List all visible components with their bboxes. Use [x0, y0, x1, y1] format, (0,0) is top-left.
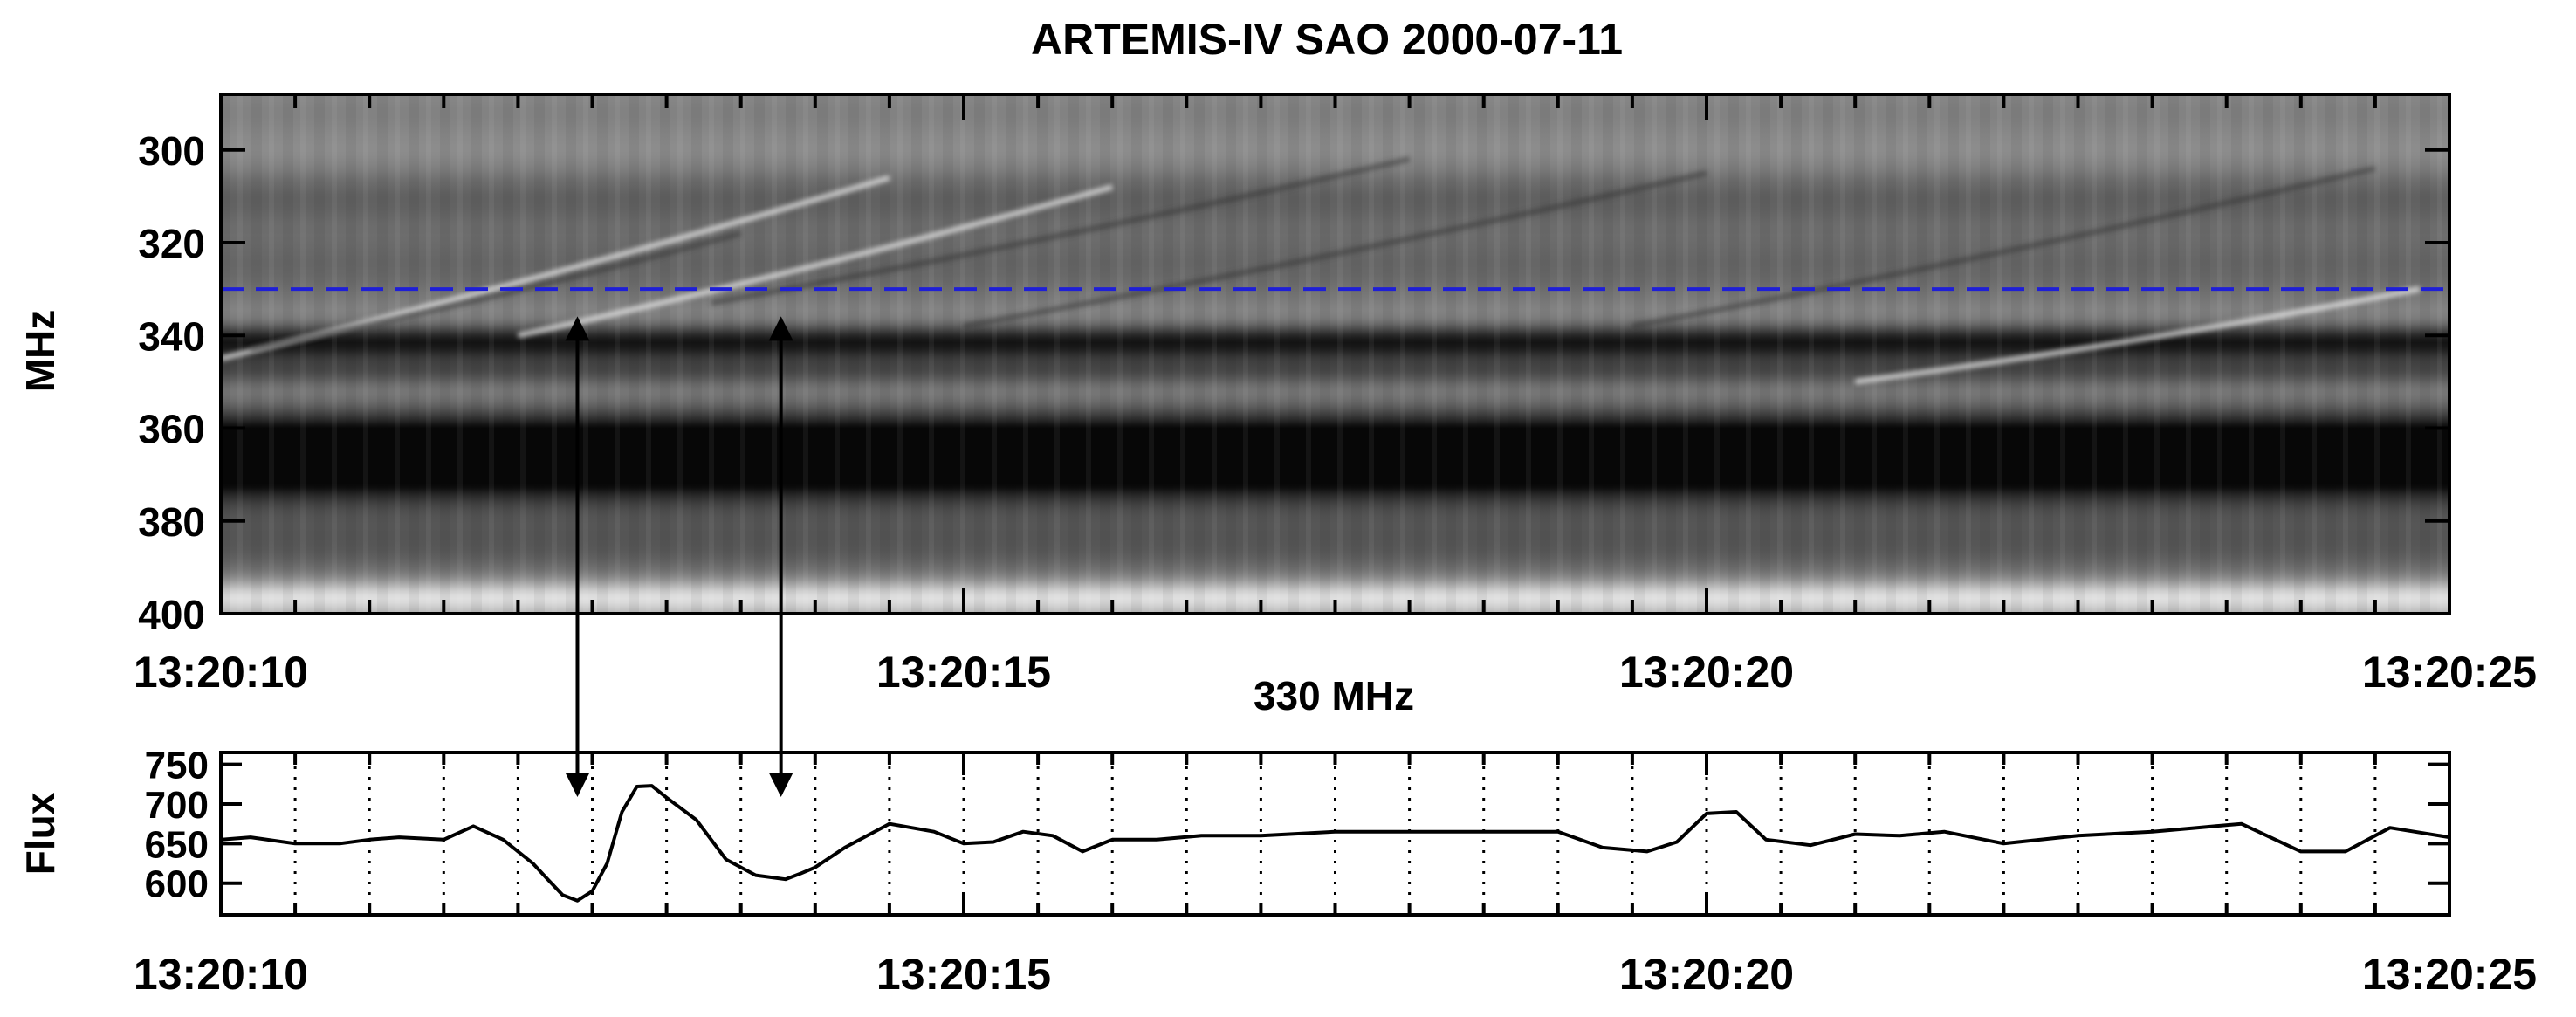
- flux-x-tick-label: 13:20:25: [2362, 950, 2537, 999]
- flux-series-line: [220, 784, 2450, 903]
- spectrogram-x-tick-label: 13:20:10: [134, 648, 308, 697]
- spectrogram-axes: 300 320 340 360 380 400 13:20:10 13:20:15 13:20:…: [134, 93, 2537, 697]
- flux-y-tick-label: 650: [145, 823, 209, 866]
- flux-panel-title: 330 MHz: [1254, 673, 1414, 718]
- flux-y-tick-label: 750: [145, 745, 209, 787]
- annotation-arrows: [565, 316, 793, 797]
- drifting-feature-5: [1631, 166, 2376, 329]
- flux-x-tick-label: 13:20:15: [876, 950, 1051, 999]
- spectrogram-title: ARTEMIS-IV SAO 2000-07-11: [1031, 15, 1623, 64]
- flux-y-axis-label: Flux: [17, 792, 63, 875]
- flux-gridlines: [293, 756, 2377, 911]
- spectrogram-y-tick-label: 380: [138, 499, 205, 545]
- spectrogram-x-tick-label: 13:20:15: [876, 648, 1051, 697]
- drifting-feature-4: [963, 170, 1707, 329]
- spectrogram-y-tick-label: 360: [138, 407, 205, 452]
- spectrogram-x-tick-label: 13:20:25: [2362, 648, 2537, 697]
- flux-x-tick-label: 13:20:20: [1619, 950, 1794, 999]
- flux-plot: [220, 784, 2450, 903]
- drifting-feature-6: [1854, 286, 2421, 385]
- spectrogram-y-tick-label: 300: [138, 128, 205, 174]
- drifting-feature-1: [250, 230, 742, 353]
- drifting-feature-2: [517, 184, 1114, 339]
- spectrogram-y-tick-label: 400: [138, 592, 205, 637]
- flux-x-tick-label: 13:20:10: [134, 950, 308, 999]
- drifting-feature-3: [711, 156, 1411, 306]
- spectrogram-y-tick-label: 340: [138, 313, 205, 359]
- spectrogram-texture: [221, 94, 2449, 614]
- spectrogram-y-axis-label: MHz: [17, 310, 63, 393]
- flux-y-tick-label: 700: [145, 784, 209, 827]
- spectrogram-y-tick-label: 320: [138, 221, 205, 266]
- spectrogram-image: [221, 94, 2449, 614]
- flux-y-tick-label: 600: [145, 863, 209, 906]
- spectrogram-x-tick-label: 13:20:20: [1619, 648, 1794, 697]
